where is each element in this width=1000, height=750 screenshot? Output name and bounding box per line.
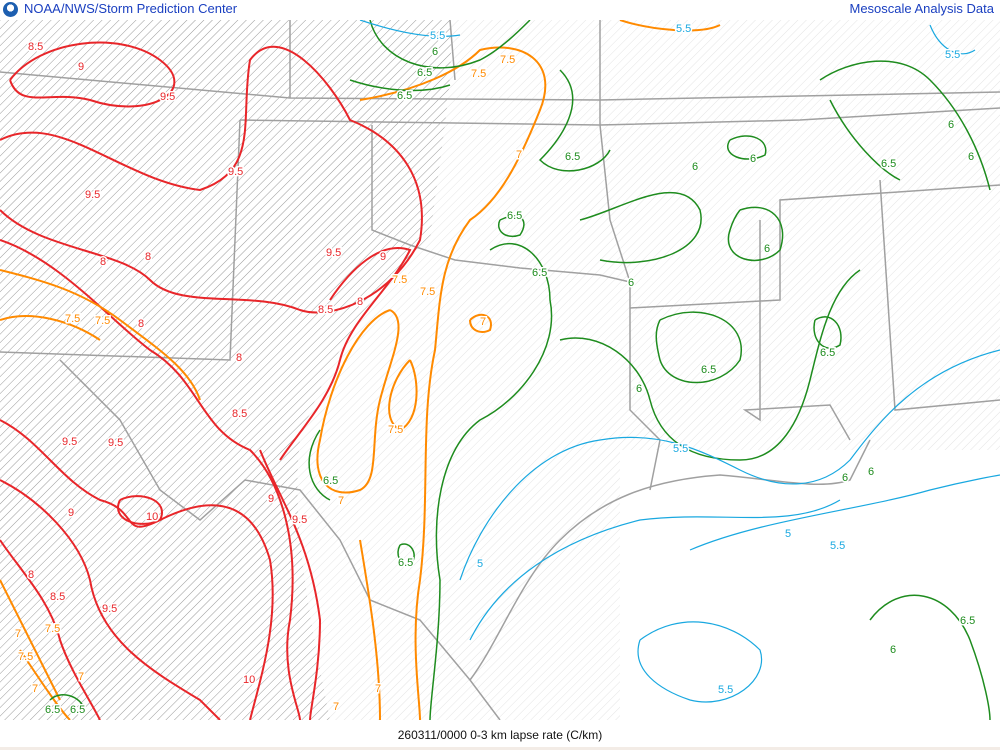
- contour-label: 7: [338, 495, 344, 507]
- contour-label: 9.5: [108, 437, 123, 449]
- contour-label: 6.5: [397, 90, 412, 102]
- contour-label: 6: [692, 161, 698, 173]
- contour-label: 8.5: [318, 304, 333, 316]
- contour-label: 6: [842, 472, 848, 484]
- contour-label: 6.5: [960, 615, 975, 627]
- contour-label: 8: [28, 569, 34, 581]
- contour-label: 6: [628, 277, 634, 289]
- contour-label: 5.5: [830, 540, 845, 552]
- contour-label: 9: [68, 507, 74, 519]
- contour-label: 7.5: [471, 68, 486, 80]
- red-contours: [0, 41, 423, 721]
- contour-label: 7.5: [392, 274, 407, 286]
- map-caption: 260311/0000 0-3 km lapse rate (C/km): [397, 728, 603, 742]
- contour-label: 6: [890, 644, 896, 656]
- map-svg: 8.5 9 9.5 9.5 9.5 8 8 9.5 9 8.5 8 7.5 7.5 7.5 8 8 8.5 9.5…: [0, 19, 1000, 721]
- contour-label: 8: [100, 256, 106, 268]
- contour-label: 9.5: [160, 91, 175, 103]
- contour-label: 6: [750, 153, 756, 165]
- contour-label: 8: [138, 318, 144, 330]
- contour-label: 6.5: [881, 158, 896, 170]
- contour-label: 8.5: [28, 41, 43, 53]
- contour-label: 9.5: [62, 436, 77, 448]
- contour-label: 6.5: [532, 267, 547, 279]
- contour-label: 6.5: [45, 704, 60, 716]
- contour-label: 9.5: [102, 603, 117, 615]
- contour-label: 7.5: [45, 623, 60, 635]
- contour-label: 6: [868, 466, 874, 478]
- contour-label: 6.5: [701, 364, 716, 376]
- lapse-rate-map: 8.5 9 9.5 9.5 9.5 8 8 9.5 9 8.5 8 7.5 7.5 7.5 8 8 8.5 9.5…: [0, 19, 1000, 721]
- contour-label: 6.5: [820, 347, 835, 359]
- contour-label: 6: [432, 46, 438, 58]
- contour-label: 7: [480, 316, 486, 328]
- contour-label: 5: [785, 528, 791, 540]
- contour-label: 6: [764, 243, 770, 255]
- contour-label: 7.5: [95, 315, 110, 327]
- contour-label: 5: [477, 558, 483, 570]
- contour-label: 6.5: [565, 151, 580, 163]
- contour-label: 8.5: [50, 591, 65, 603]
- contour-label: 6.5: [398, 557, 413, 569]
- contour-label: 9: [380, 251, 386, 263]
- contour-label: 6.5: [70, 704, 85, 716]
- contour-label: 7.5: [420, 286, 435, 298]
- contour-label: 6: [636, 383, 642, 395]
- orange-contours: [0, 19, 721, 721]
- contour-label: 6.5: [507, 210, 522, 222]
- contour-label: 7.5: [65, 313, 80, 325]
- contour-label: 7.5: [388, 424, 403, 436]
- contour-label: 5.5: [673, 443, 688, 455]
- contour-label: 7: [516, 149, 522, 161]
- contour-label: 5.5: [676, 23, 691, 35]
- green-contours: [49, 19, 991, 721]
- contour-label: 9.5: [85, 189, 100, 201]
- contour-label: 8: [357, 296, 363, 308]
- contour-label: 10: [146, 511, 158, 523]
- noaa-logo: [3, 2, 18, 17]
- hatched-region: [0, 20, 451, 720]
- header-right-title[interactable]: Mesoscale Analysis Data: [849, 1, 994, 16]
- contour-label: 9.5: [228, 166, 243, 178]
- contour-label: 9.5: [292, 514, 307, 526]
- contour-label: 8: [236, 352, 242, 364]
- gulf-area: [620, 450, 1000, 720]
- contour-label: 6.5: [323, 475, 338, 487]
- contour-label: 7.5: [500, 54, 515, 66]
- blue-contours: [359, 19, 1000, 703]
- contour-label: 6: [968, 151, 974, 163]
- header-bar: NOAA/NWS/Storm Prediction Center Mesosca…: [0, 0, 1000, 20]
- contour-labels: 8.5 9 9.5 9.5 9.5 8 8 9.5 9 8.5 8 7.5 7.5 7.5 8 8 8.5 9.5…: [14, 22, 977, 718]
- contour-label: 8.5: [232, 408, 247, 420]
- contour-label: 6: [948, 119, 954, 131]
- contour-label: 9: [78, 61, 84, 73]
- contour-label: 7: [333, 701, 339, 713]
- contour-label: 10: [243, 674, 255, 686]
- contour-label: 9: [268, 493, 274, 505]
- contour-label: 5.5: [430, 30, 445, 42]
- contour-label: 7.5: [18, 651, 33, 663]
- contour-label: 8: [145, 251, 151, 263]
- contour-label: 7: [15, 628, 21, 640]
- contour-label: 6.5: [417, 67, 432, 79]
- contour-label: 7: [375, 683, 381, 695]
- header-left-title[interactable]: NOAA/NWS/Storm Prediction Center: [24, 1, 238, 16]
- contour-label: 7: [78, 671, 84, 683]
- footer-bar: 260311/0000 0-3 km lapse rate (C/km): [0, 720, 1000, 750]
- contour-label: 9.5: [326, 247, 341, 259]
- contour-label: 5.5: [718, 684, 733, 696]
- contour-label: 7: [32, 683, 38, 695]
- contour-label: 5.5: [945, 49, 960, 61]
